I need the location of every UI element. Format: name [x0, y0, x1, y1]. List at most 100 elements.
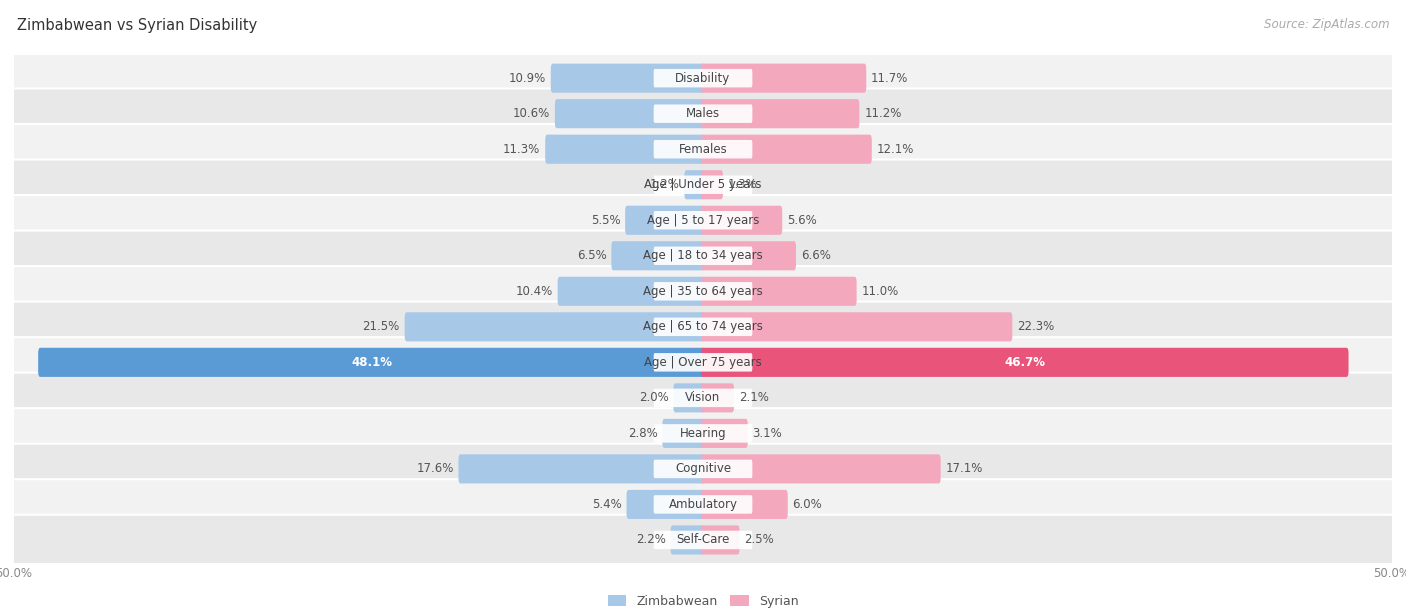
- FancyBboxPatch shape: [654, 424, 752, 442]
- Text: 48.1%: 48.1%: [352, 356, 392, 369]
- FancyBboxPatch shape: [10, 231, 1396, 281]
- FancyBboxPatch shape: [558, 277, 704, 306]
- Text: Zimbabwean vs Syrian Disability: Zimbabwean vs Syrian Disability: [17, 18, 257, 34]
- Text: Disability: Disability: [675, 72, 731, 84]
- FancyBboxPatch shape: [10, 266, 1396, 316]
- FancyBboxPatch shape: [10, 515, 1396, 565]
- Text: Females: Females: [679, 143, 727, 155]
- Text: 11.3%: 11.3%: [503, 143, 540, 155]
- FancyBboxPatch shape: [405, 312, 704, 341]
- Text: 2.2%: 2.2%: [636, 534, 666, 547]
- FancyBboxPatch shape: [654, 531, 752, 549]
- FancyBboxPatch shape: [685, 170, 704, 200]
- FancyBboxPatch shape: [10, 444, 1396, 494]
- Text: Hearing: Hearing: [679, 427, 727, 440]
- FancyBboxPatch shape: [654, 318, 752, 336]
- FancyBboxPatch shape: [654, 460, 752, 478]
- FancyBboxPatch shape: [10, 53, 1396, 103]
- FancyBboxPatch shape: [654, 353, 752, 371]
- Text: Age | 65 to 74 years: Age | 65 to 74 years: [643, 320, 763, 334]
- Text: 11.0%: 11.0%: [862, 285, 898, 298]
- Text: 10.6%: 10.6%: [513, 107, 550, 120]
- Text: Source: ZipAtlas.com: Source: ZipAtlas.com: [1264, 18, 1389, 31]
- Text: 3.1%: 3.1%: [752, 427, 782, 440]
- FancyBboxPatch shape: [702, 170, 723, 200]
- Text: 21.5%: 21.5%: [363, 320, 399, 334]
- FancyBboxPatch shape: [702, 64, 866, 93]
- FancyBboxPatch shape: [671, 525, 704, 554]
- FancyBboxPatch shape: [10, 160, 1396, 210]
- Text: 2.8%: 2.8%: [628, 427, 658, 440]
- Text: 17.1%: 17.1%: [945, 463, 983, 476]
- Text: Age | 35 to 64 years: Age | 35 to 64 years: [643, 285, 763, 298]
- Text: Age | Under 5 years: Age | Under 5 years: [644, 178, 762, 191]
- FancyBboxPatch shape: [654, 282, 752, 300]
- Text: 46.7%: 46.7%: [1004, 356, 1045, 369]
- Text: 5.5%: 5.5%: [591, 214, 620, 227]
- FancyBboxPatch shape: [612, 241, 704, 271]
- Text: 5.4%: 5.4%: [592, 498, 621, 511]
- FancyBboxPatch shape: [10, 408, 1396, 458]
- Text: 12.1%: 12.1%: [876, 143, 914, 155]
- FancyBboxPatch shape: [10, 195, 1396, 245]
- Text: 11.2%: 11.2%: [865, 107, 901, 120]
- FancyBboxPatch shape: [551, 64, 704, 93]
- FancyBboxPatch shape: [38, 348, 704, 377]
- Text: 17.6%: 17.6%: [416, 463, 454, 476]
- Text: 6.6%: 6.6%: [801, 249, 831, 263]
- FancyBboxPatch shape: [702, 454, 941, 483]
- FancyBboxPatch shape: [10, 479, 1396, 529]
- Text: Vision: Vision: [685, 391, 721, 405]
- Text: Cognitive: Cognitive: [675, 463, 731, 476]
- Text: 6.0%: 6.0%: [793, 498, 823, 511]
- FancyBboxPatch shape: [702, 525, 740, 554]
- FancyBboxPatch shape: [626, 206, 704, 235]
- Legend: Zimbabwean, Syrian: Zimbabwean, Syrian: [603, 590, 803, 612]
- Text: 1.2%: 1.2%: [650, 178, 679, 191]
- Text: 11.7%: 11.7%: [872, 72, 908, 84]
- Text: 10.4%: 10.4%: [516, 285, 553, 298]
- Text: Age | 18 to 34 years: Age | 18 to 34 years: [643, 249, 763, 263]
- Text: Males: Males: [686, 107, 720, 120]
- FancyBboxPatch shape: [10, 89, 1396, 139]
- FancyBboxPatch shape: [702, 206, 782, 235]
- FancyBboxPatch shape: [702, 277, 856, 306]
- Text: Self-Care: Self-Care: [676, 534, 730, 547]
- Text: 6.5%: 6.5%: [576, 249, 606, 263]
- Text: 2.1%: 2.1%: [738, 391, 769, 405]
- FancyBboxPatch shape: [654, 105, 752, 123]
- FancyBboxPatch shape: [654, 389, 752, 407]
- FancyBboxPatch shape: [10, 337, 1396, 387]
- Text: 5.6%: 5.6%: [787, 214, 817, 227]
- FancyBboxPatch shape: [654, 140, 752, 159]
- FancyBboxPatch shape: [702, 312, 1012, 341]
- FancyBboxPatch shape: [702, 419, 748, 448]
- Text: Ambulatory: Ambulatory: [668, 498, 738, 511]
- FancyBboxPatch shape: [654, 69, 752, 88]
- FancyBboxPatch shape: [10, 373, 1396, 423]
- Text: 1.3%: 1.3%: [728, 178, 758, 191]
- FancyBboxPatch shape: [458, 454, 704, 483]
- Text: Age | 5 to 17 years: Age | 5 to 17 years: [647, 214, 759, 227]
- FancyBboxPatch shape: [702, 241, 796, 271]
- FancyBboxPatch shape: [654, 247, 752, 265]
- FancyBboxPatch shape: [654, 495, 752, 513]
- FancyBboxPatch shape: [702, 135, 872, 164]
- FancyBboxPatch shape: [673, 383, 704, 412]
- FancyBboxPatch shape: [10, 302, 1396, 352]
- FancyBboxPatch shape: [555, 99, 704, 129]
- Text: Age | Over 75 years: Age | Over 75 years: [644, 356, 762, 369]
- FancyBboxPatch shape: [662, 419, 704, 448]
- FancyBboxPatch shape: [654, 211, 752, 230]
- FancyBboxPatch shape: [702, 490, 787, 519]
- Text: 22.3%: 22.3%: [1017, 320, 1054, 334]
- FancyBboxPatch shape: [10, 124, 1396, 174]
- FancyBboxPatch shape: [627, 490, 704, 519]
- Text: 2.5%: 2.5%: [744, 534, 775, 547]
- Text: 10.9%: 10.9%: [509, 72, 546, 84]
- FancyBboxPatch shape: [546, 135, 704, 164]
- Text: 2.0%: 2.0%: [638, 391, 669, 405]
- FancyBboxPatch shape: [702, 99, 859, 129]
- FancyBboxPatch shape: [702, 383, 734, 412]
- FancyBboxPatch shape: [702, 348, 1348, 377]
